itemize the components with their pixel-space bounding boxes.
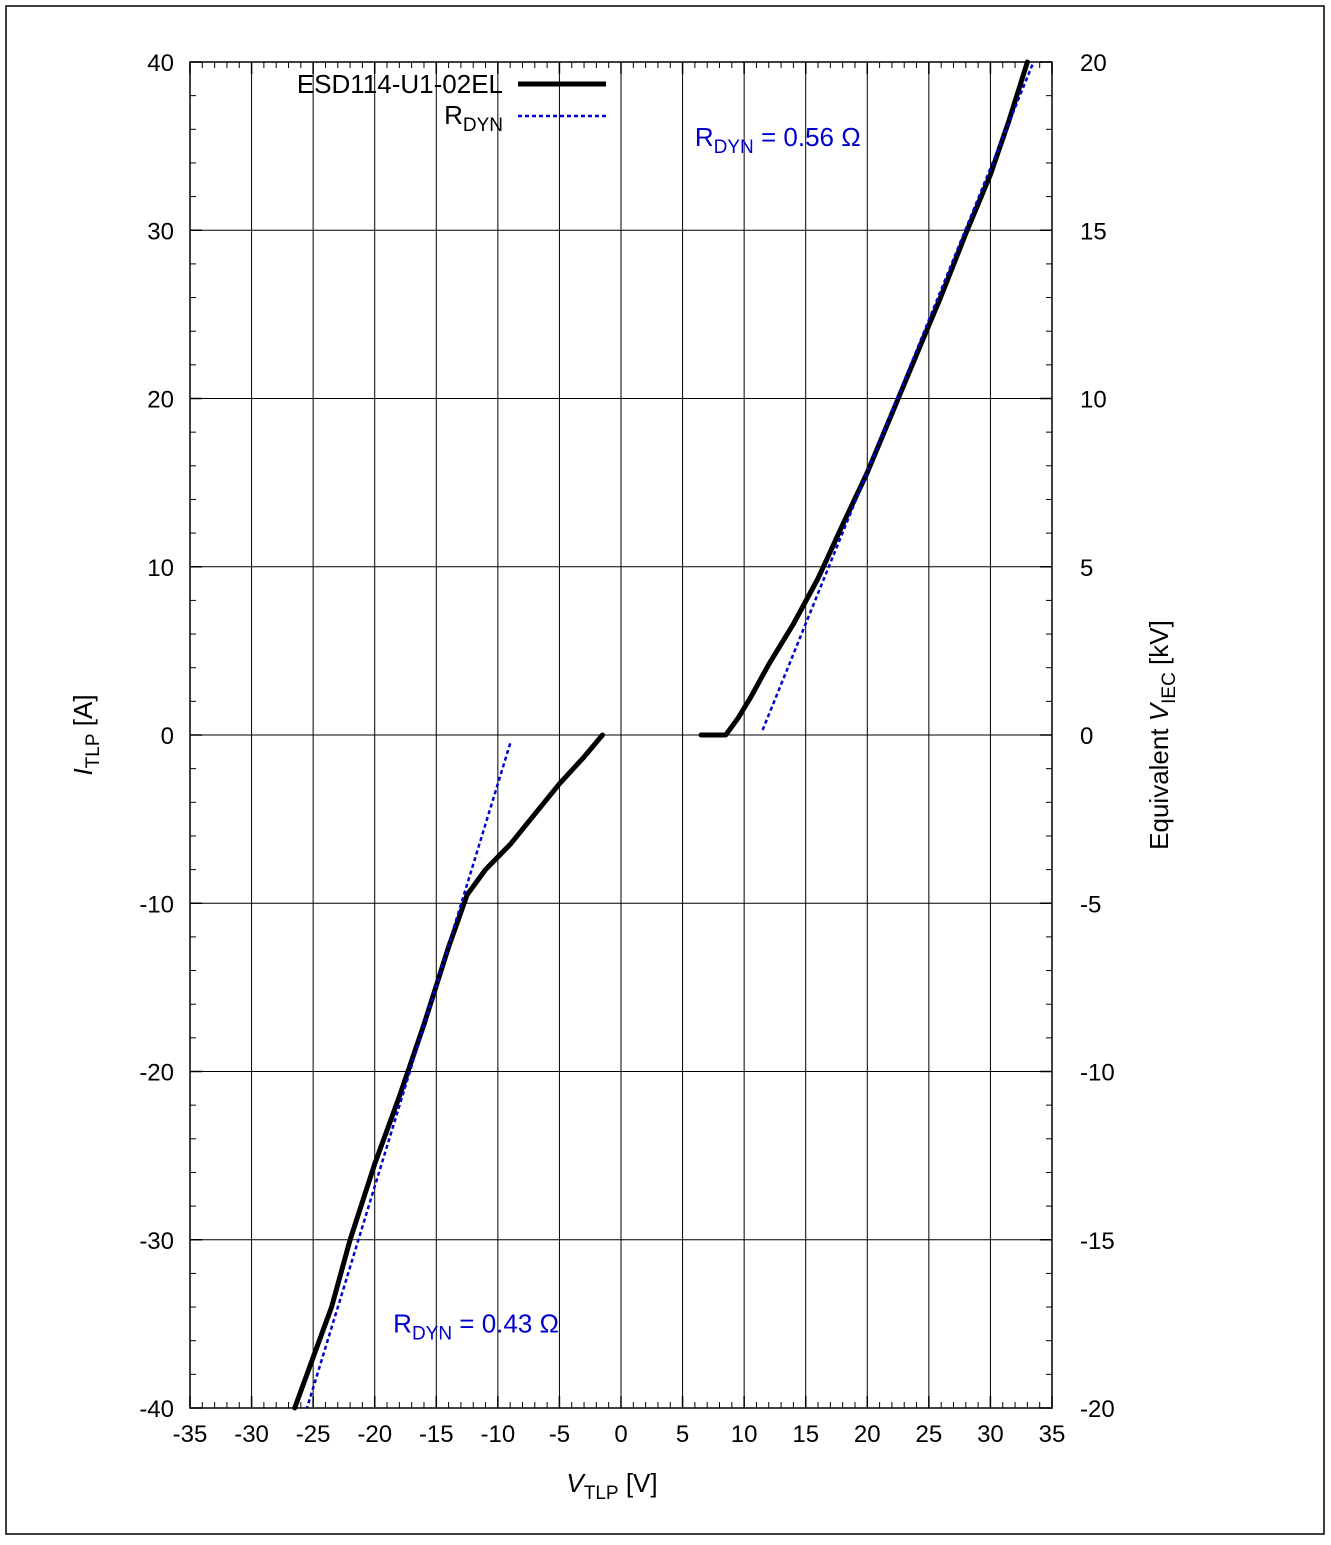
y2-tick-label: -5 xyxy=(1080,891,1101,918)
y-axis-title: ITLP [A] xyxy=(68,694,104,775)
y2-tick-label: -20 xyxy=(1080,1396,1115,1423)
x-tick-label: 0 xyxy=(614,1421,627,1448)
x-tick-label: 35 xyxy=(1039,1421,1066,1448)
y-tick-label: -20 xyxy=(139,1060,174,1087)
ticks xyxy=(189,61,1053,1409)
legend-label-device: ESD114-U1-02EL xyxy=(297,69,503,99)
y2-tick-label: 5 xyxy=(1080,555,1093,582)
x-tick-label: -25 xyxy=(296,1421,331,1448)
y-tick-label: 0 xyxy=(161,723,174,750)
device-curve-positive xyxy=(698,59,1030,738)
x-tick-label: -10 xyxy=(481,1421,516,1448)
grid xyxy=(190,62,1052,1408)
y-tick-label: 10 xyxy=(147,555,174,582)
y2-tick-label: -10 xyxy=(1080,1060,1115,1087)
y2-tick-label: 0 xyxy=(1080,723,1093,750)
x-tick-label: -30 xyxy=(234,1421,269,1448)
x-tick-label: 5 xyxy=(676,1421,689,1448)
y-tick-label: 30 xyxy=(147,218,174,245)
y2-tick-label: 10 xyxy=(1080,387,1107,414)
y2-tick-label: 15 xyxy=(1080,218,1107,245)
annotation-rdyn-negative: RDYN = 0.43 Ω xyxy=(393,1308,559,1344)
outer-border xyxy=(5,5,1325,1535)
x-tick-label: 25 xyxy=(916,1421,943,1448)
y-tick-labels: -40 -30 -20 -10 0 10 20 30 40 xyxy=(139,50,174,1423)
x-tick-label: 20 xyxy=(854,1421,881,1448)
x-tick-label: 30 xyxy=(977,1421,1004,1448)
rdyn-fit-line-negative xyxy=(305,743,512,1409)
series-group xyxy=(292,59,1035,1411)
y2-tick-label: -15 xyxy=(1080,1228,1115,1255)
x-tick-labels: -35 -30 -25 -20 -15 -10 -5 0 5 10 15 20 25 30 35 xyxy=(173,1421,1066,1448)
x-tick-label: -5 xyxy=(549,1421,570,1448)
x-axis-title: VTLP [V] xyxy=(566,1468,657,1504)
x-tick-label: 15 xyxy=(792,1421,819,1448)
legend-label-rdyn: RDYN xyxy=(444,100,503,136)
y2-tick-label: 20 xyxy=(1080,50,1107,77)
y2-tick-labels: -20 -15 -10 -5 0 5 10 15 20 xyxy=(1080,50,1115,1423)
y-tick-label: -40 xyxy=(139,1396,174,1423)
x-tick-label: 10 xyxy=(731,1421,758,1448)
x-tick-label: -35 xyxy=(173,1421,208,1448)
y-tick-label: 20 xyxy=(147,387,174,414)
rdyn-fit-line-positive xyxy=(761,61,1035,731)
annotation-rdyn-positive: RDYN = 0.56 Ω xyxy=(695,122,861,158)
y2-axis-title: Equivalent VIEC [kV] xyxy=(1144,620,1180,850)
y-tick-label: 40 xyxy=(147,50,174,77)
y-tick-label: -10 xyxy=(139,891,174,918)
x-tick-label: -20 xyxy=(357,1421,392,1448)
legend: ESD114-U1-02EL RDYN xyxy=(297,69,606,136)
x-tick-label: -15 xyxy=(419,1421,454,1448)
y-tick-label: -30 xyxy=(139,1228,174,1255)
plot-area-border xyxy=(189,61,1053,1409)
